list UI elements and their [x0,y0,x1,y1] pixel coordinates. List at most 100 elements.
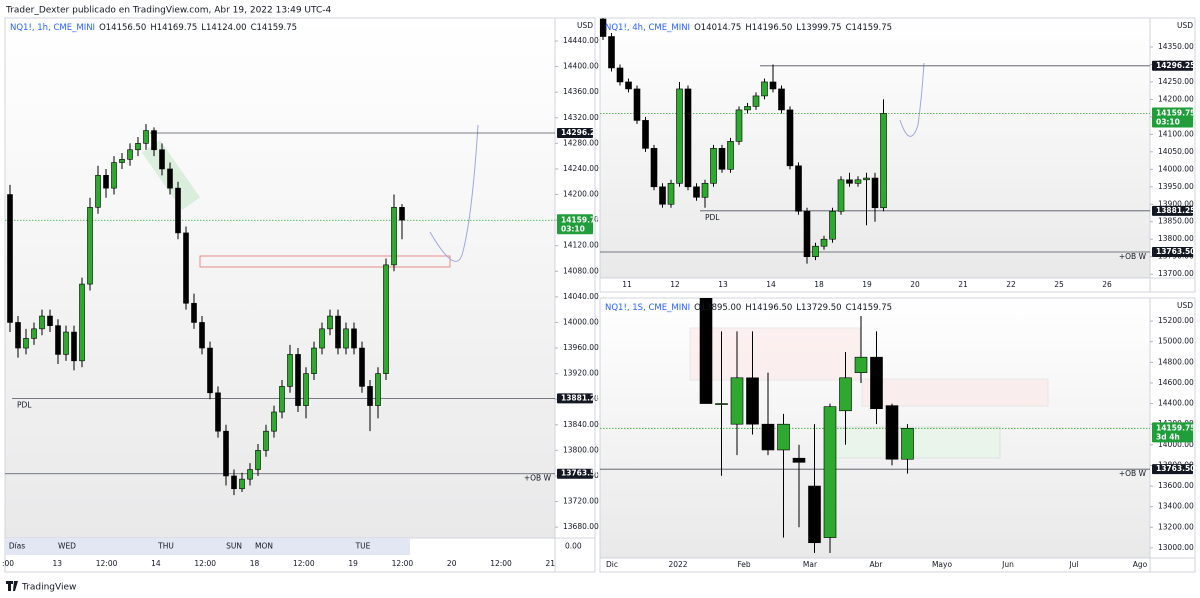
candle-body [143,130,149,144]
price-badge [1152,107,1193,128]
y-tick-label: 14320.00 [563,113,599,122]
y-tick-label: 14080.00 [563,266,599,275]
candle-body [820,238,828,247]
candle-body [803,210,811,257]
y-tick-label: 14240.00 [563,164,599,173]
x-tick-label: 14 [151,559,161,568]
ohlc-value: L13729.50 [796,303,841,313]
candle-body [271,411,277,432]
candle-body [839,377,852,412]
candle-body [854,179,862,184]
y-tick-label: 14120.00 [563,241,599,250]
footer-text: TradingView [21,583,76,593]
panel-bg [5,18,555,538]
y-tick-label: 13960.00 [563,343,599,352]
chart-title: NQ1!, 4h, CME_MINI O14014.75 H14196.50 L139… [605,23,892,33]
candle-body [119,159,125,163]
price-badge [557,127,593,138]
candle-body [812,245,819,257]
candle-body [247,469,253,480]
y-tick-label: 14800.00 [1158,357,1194,366]
candle-body [87,207,93,285]
ohlc-value: H14196.50 [745,23,792,33]
y-tick-label: 13850.00 [1158,217,1194,226]
candle-body [175,187,181,234]
y-tick-label: 14600.00 [1158,378,1194,387]
price-badge-label: 14159.75 [1156,108,1195,117]
price-badge [557,393,593,404]
zone [861,378,1049,407]
ohlc-value: H14196.50 [745,303,792,313]
ohlc-value: O13895.00 [694,303,741,313]
x-tick-label: 21 [546,559,556,568]
candle-body [676,88,683,184]
projection [899,62,925,137]
y-tick-label: 13800.00 [563,445,599,454]
price-badge [557,468,593,479]
note: +OB W [1119,469,1147,478]
y-tick-label: 13840.00 [563,420,599,429]
candles [600,18,1150,264]
candle-body [111,162,117,189]
x-tick-label: 18 [250,559,260,568]
price-badge [1152,422,1193,443]
y-tick-label: 14000.00 [1158,164,1194,173]
price-badge [1152,60,1193,71]
y-tick-label: 14440.00 [563,36,599,45]
y-tick-label: 14250.00 [1158,77,1194,86]
candles [5,124,555,496]
candle-body [159,149,165,170]
candle-body [837,179,845,212]
candle-body [667,182,675,205]
chart-title: NQ1!, 1S, CME_MINI O13895.00 H14196.50 L137… [605,303,892,313]
candle-body [650,148,658,188]
candle-body [383,264,389,374]
candle-body [608,36,615,69]
x-tick-label: 12 [670,280,680,289]
candle-body [600,18,607,37]
y-tick-label: 13400.00 [1158,502,1194,511]
price-badge-label: 13763.50 [561,469,600,478]
x-tick-label: Mayo [932,560,953,569]
ohlc-value: C14159.75 [846,303,893,313]
candle-body [808,485,821,544]
candle-body [885,405,899,460]
x-tick-label: 13 [718,280,728,289]
session-label: WED [58,542,76,551]
price-badge [1152,246,1193,257]
session-label: MON [255,542,273,551]
x-tick-label: 14 [766,280,776,289]
y-tick-label: 14100.00 [1158,129,1194,138]
price-badge-label: 13881.25 [1156,206,1195,215]
price-badge-label: 14159.75 [1156,423,1195,432]
candle-body [327,315,333,330]
candle-body [752,95,760,107]
candle-body [167,168,173,189]
candle-body [23,338,29,349]
y-tick-label: 13720.00 [563,497,599,506]
candle-body [715,403,728,405]
x-tick-label: 12:00 [490,559,512,568]
candle-body [279,386,285,413]
candle-body [295,354,301,406]
y-tick-label: 14400.00 [563,62,599,71]
y-tick-label: 14200.00 [563,190,599,199]
candle-body [7,194,13,323]
candle-body [684,88,692,188]
title-text: NQ1!, 4h, CME_MINI [605,23,690,33]
x-tick-label: 22 [1006,280,1016,289]
candle-body [761,423,775,451]
price-badge-label: 13763.50 [1156,247,1195,256]
candle-body [319,328,325,349]
candle-body [846,179,853,184]
candle-body [795,165,802,212]
session-label: Días [9,542,25,551]
candle-body [870,356,883,410]
candle-body [71,331,77,362]
ohlc-value: L14124.00 [201,23,246,33]
candle-body [287,354,293,387]
session-label: TUE [355,542,371,551]
x-tick-label: 2022 [668,560,687,569]
countdown: 03:10 [561,224,585,233]
candle-body [231,475,237,490]
